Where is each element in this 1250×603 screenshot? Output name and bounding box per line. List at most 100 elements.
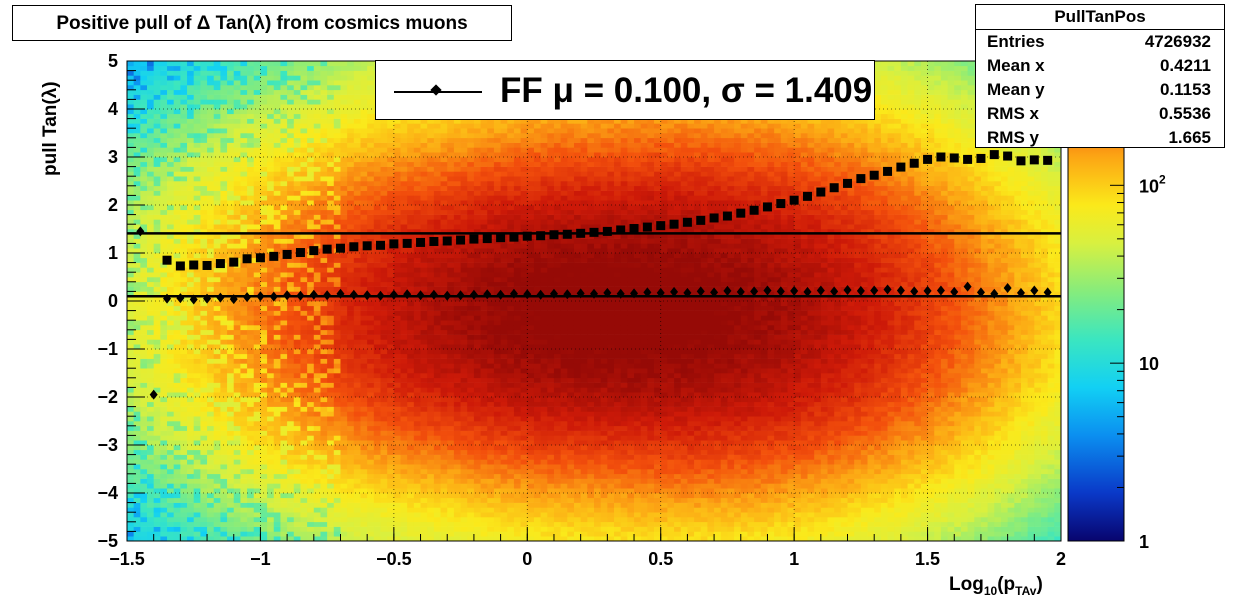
heatmap-cell [420, 507, 428, 513]
heatmap-cell [427, 425, 435, 431]
heatmap-cell [287, 445, 295, 451]
heatmap-cell [280, 75, 288, 81]
heatmap-cell [160, 358, 168, 364]
heatmap-cell [253, 368, 261, 374]
heatmap-cell [380, 425, 388, 431]
heatmap-cell [193, 277, 201, 283]
heatmap-cell [353, 435, 361, 441]
heatmap-cell [320, 454, 328, 460]
heatmap-cell [413, 454, 421, 460]
heatmap-cell [267, 281, 275, 287]
heatmap-cell [240, 214, 248, 220]
heatmap-cell [220, 382, 228, 388]
heatmap-cell [220, 161, 228, 167]
heatmap-cell [393, 142, 401, 148]
heatmap-cell [147, 142, 155, 148]
heatmap-cell [300, 430, 308, 436]
heatmap-cell [267, 133, 275, 139]
heatmap-cell [300, 368, 308, 374]
heatmap-cell [393, 176, 401, 182]
heatmap-cell [420, 425, 428, 431]
heatmap-cell [407, 469, 415, 475]
heatmap-cell [327, 219, 335, 225]
heatmap-cell [200, 497, 208, 503]
heatmap-cell [413, 209, 421, 215]
heatmap-cell [440, 243, 448, 249]
heatmap-cell [393, 507, 401, 513]
heatmap-cell [200, 469, 208, 475]
heatmap-cell [193, 109, 201, 115]
heatmap-cell [180, 421, 188, 427]
heatmap-cell [353, 157, 361, 163]
heatmap-cell [307, 224, 315, 230]
heatmap-cell [153, 401, 161, 407]
heatmap-cell [353, 411, 361, 417]
heatmap-cell [167, 344, 175, 350]
heatmap-cell [320, 262, 328, 268]
heatmap-cell [133, 353, 141, 359]
heatmap-cell [153, 502, 161, 508]
heatmap-cell [253, 502, 261, 508]
heatmap-cell [400, 363, 408, 369]
heatmap-cell [260, 61, 268, 67]
heatmap-cell [200, 277, 208, 283]
heatmap-cell [180, 70, 188, 76]
heatmap-cell [373, 416, 381, 422]
heatmap-cell [287, 483, 295, 489]
heatmap-cell [307, 349, 315, 355]
heatmap-cell [333, 349, 341, 355]
heatmap-cell [213, 272, 221, 278]
heatmap-cell [387, 166, 395, 172]
heatmap-cell [233, 147, 241, 153]
heatmap-cell [240, 387, 248, 393]
heatmap-cell [213, 445, 221, 451]
heatmap-cell [447, 171, 455, 177]
heatmap-cell [333, 296, 341, 302]
heatmap-cell [367, 147, 375, 153]
heatmap-cell [220, 464, 228, 470]
heatmap-cell [153, 291, 161, 297]
heatmap-cell [260, 502, 268, 508]
heatmap-cell [407, 464, 415, 470]
heatmap-cell [413, 272, 421, 278]
heatmap-cell [200, 368, 208, 374]
heatmap-cell [347, 296, 355, 302]
heatmap-cell [173, 281, 181, 287]
heatmap-cell [293, 425, 301, 431]
heatmap-cell [440, 363, 448, 369]
heatmap-cell [300, 454, 308, 460]
heatmap-cell [347, 517, 355, 523]
heatmap-cell [333, 497, 341, 503]
heatmap-cell [327, 161, 335, 167]
heatmap-cell [153, 214, 161, 220]
heatmap-cell [407, 133, 415, 139]
heatmap-cell [127, 325, 135, 331]
heatmap-cell [400, 512, 408, 518]
heatmap-cell [127, 152, 135, 158]
heatmap-cell [240, 147, 248, 153]
heatmap-cell [227, 512, 235, 518]
heatmap-cell [200, 325, 208, 331]
heatmap-cell [127, 104, 135, 110]
heatmap-cell [433, 166, 441, 172]
heatmap-cell [207, 113, 215, 119]
heatmap-cell [187, 238, 195, 244]
heatmap-cell [207, 305, 215, 311]
heatmap-cell [273, 377, 281, 383]
heatmap-cell [227, 94, 235, 100]
heatmap-cell [240, 267, 248, 273]
heatmap-cell [447, 296, 455, 302]
heatmap-cell [360, 421, 368, 427]
heatmap-cell [193, 425, 201, 431]
heatmap-cell [427, 142, 435, 148]
heatmap-cell [160, 277, 168, 283]
heatmap-cell [347, 368, 355, 374]
heatmap-cell [180, 502, 188, 508]
heatmap-cell [400, 392, 408, 398]
heatmap-cell [187, 526, 195, 532]
heatmap-cell [173, 377, 181, 383]
heatmap-cell [233, 493, 241, 499]
heatmap-cell [287, 65, 295, 71]
heatmap-cell [313, 243, 321, 249]
heatmap-cell [347, 339, 355, 345]
